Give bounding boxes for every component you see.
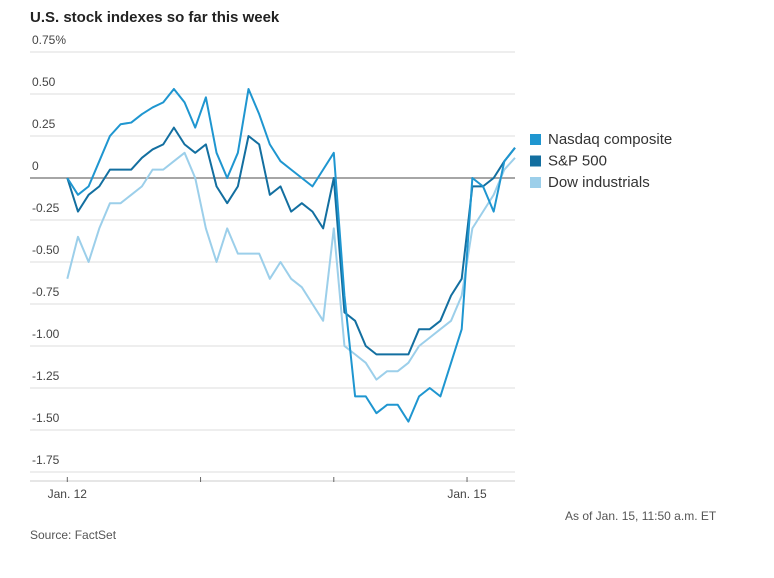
series-line: [66, 151, 516, 381]
x-tick-label: Jan. 15: [447, 487, 487, 501]
series-line: [66, 126, 516, 356]
y-tick-label: -0.25: [32, 201, 60, 215]
legend-swatch: [530, 134, 541, 145]
y-tick-label: -1.75: [32, 453, 60, 467]
y-tick-label: -1.50: [32, 411, 60, 425]
chart-title: U.S. stock indexes so far this week: [30, 9, 280, 26]
legend-label: Nasdaq composite: [548, 131, 672, 148]
y-tick-label: -0.75: [32, 285, 60, 299]
y-tick-label: 0.75%: [32, 33, 66, 47]
legend-swatch: [530, 177, 541, 188]
y-tick-label: -1.25: [32, 369, 60, 383]
x-tick-label: Jan. 12: [48, 487, 88, 501]
note: As of Jan. 15, 11:50 a.m. ET: [565, 509, 717, 523]
legend-swatch: [530, 155, 541, 167]
legend-label: S&P 500: [548, 152, 607, 169]
y-tick-label: -1.00: [32, 327, 60, 341]
y-tick-label: 0.25: [32, 117, 56, 131]
y-tick-label: 0: [32, 159, 39, 173]
series-line: [66, 87, 516, 423]
y-tick-label: -0.50: [32, 243, 60, 257]
y-tick-label: 0.50: [32, 75, 56, 89]
legend-label: Dow industrials: [548, 174, 650, 191]
source: Source: FactSet: [30, 528, 117, 542]
